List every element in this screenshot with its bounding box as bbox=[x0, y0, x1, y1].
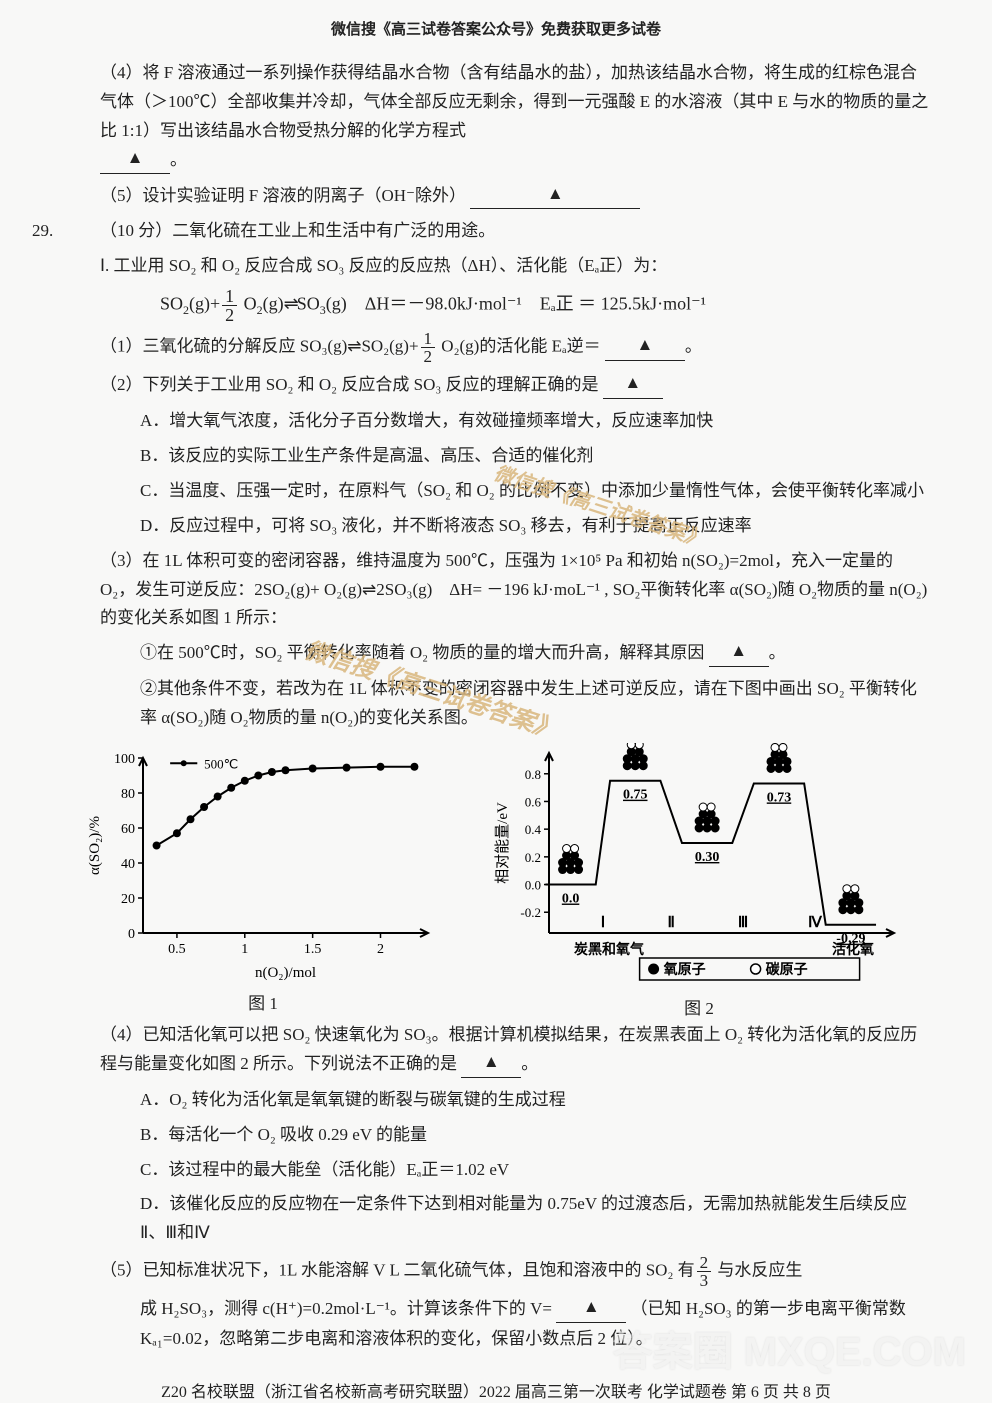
blank-29-3b: ▲ bbox=[709, 637, 769, 667]
q29-5c-text: 成 H₂SO₃，测得 c(H⁺)=0.2mol·L⁻¹。计算该条件下的 V= bbox=[140, 1299, 552, 1318]
svg-text:Ⅲ: Ⅲ bbox=[738, 915, 748, 931]
q28-5-text: （5）设计实验证明 F 溶液的阴离子（OH⁻除外） bbox=[100, 186, 466, 205]
fig1-caption: 图 1 bbox=[83, 989, 443, 1014]
q29-5c: 成 H₂SO₃，测得 c(H⁺)=0.2mol·L⁻¹。计算该条件下的 V= ▲… bbox=[60, 1295, 932, 1354]
q29-intro: 29. （10 分）二氧化硫在工业上和生活中有广泛的用途。 bbox=[60, 217, 932, 246]
q29-4C: C．该过程中的最大能垒（活化能）Eₐ正＝1.02 eV bbox=[60, 1156, 932, 1185]
blank-28-4: ▲ bbox=[100, 144, 170, 174]
q29-3c: ②其他条件不变，若改为在 1L 体积不变的密闭容器中发生上述可逆反应，请在下图中… bbox=[60, 675, 932, 733]
svg-text:Ⅰ: Ⅰ bbox=[601, 915, 605, 931]
svg-text:40: 40 bbox=[121, 857, 135, 872]
svg-text:0.75: 0.75 bbox=[623, 788, 648, 803]
svg-text:0.2: 0.2 bbox=[525, 850, 541, 865]
q29-1a: （1）三氧化硫的分解反应 SO₃(g)⇌SO₂(g)+ bbox=[100, 337, 419, 356]
q29-4: （4）已知活化氧可以把 SO₂ 快速氧化为 SO₃。根据计算机模拟结果，在炭黑表… bbox=[60, 1021, 932, 1080]
figure-2: -0.2 0.0 0.2 0.4 0.6 0.8 相对能量/eV 0.0 0.75 0.30 0.7… bbox=[489, 743, 909, 1019]
svg-text:500℃: 500℃ bbox=[204, 756, 238, 771]
q29-4D: D．该催化反应的反应物在一定条件下达到相对能量为 0.75eV 的过渡态后，无需… bbox=[60, 1190, 932, 1248]
svg-text:1.5: 1.5 bbox=[304, 942, 322, 957]
svg-text:α(SO₂)/%: α(SO₂)/% bbox=[87, 816, 103, 875]
svg-text:0.73: 0.73 bbox=[767, 790, 792, 805]
svg-text:0.8: 0.8 bbox=[525, 767, 541, 782]
blank-28-5: ▲ bbox=[470, 180, 640, 210]
svg-text:0.5: 0.5 bbox=[168, 942, 186, 957]
q28-5: （5）设计实验证明 F 溶液的阴离子（OH⁻除外） ▲ bbox=[60, 182, 932, 212]
dH: ΔH＝－98.0kJ·mol⁻¹ bbox=[365, 294, 522, 314]
svg-text:100: 100 bbox=[114, 752, 135, 767]
svg-text:0.6: 0.6 bbox=[525, 794, 542, 809]
fig1-chart: 0 20 40 60 80 100 0.5 1 1.5 2 n(O₂)/mol α(SO₂)/% 500… bbox=[83, 743, 443, 983]
q29-eq: SO2(g)+12 O2(g)⇌SO3(g) ΔH＝－98.0kJ·mol⁻¹ … bbox=[60, 287, 932, 324]
blank-29-5: ▲ bbox=[556, 1293, 626, 1323]
svg-text:80: 80 bbox=[121, 787, 135, 802]
q29-number: 29. bbox=[32, 217, 53, 246]
q29-2C: C．当温度、压强一定时，在原料气（SO₂ 和 O₂ 的比例不变）中添加少量惰性气… bbox=[60, 477, 932, 506]
q29-1b: O₂(g)的活化能 Eₐ逆＝ bbox=[441, 337, 600, 356]
q29-5b: 与水反应生 bbox=[717, 1261, 802, 1280]
q29-2-text: （2）下列关于工业用 SO₂ 和 O₂ 反应合成 SO₃ 反应的理解正确的是 bbox=[100, 375, 599, 394]
q29-1: （1）三氧化硫的分解反应 SO₃(g)⇌SO₂(g)+12 O₂(g)的活化能 … bbox=[60, 330, 932, 365]
svg-text:炭黑和氧气: 炭黑和氧气 bbox=[574, 941, 644, 958]
svg-text:0.4: 0.4 bbox=[525, 822, 542, 837]
svg-text:0.0: 0.0 bbox=[562, 892, 580, 907]
svg-text:0.0: 0.0 bbox=[525, 878, 541, 893]
page-footer: Z20 名校联盟（浙江省名校新高考研究联盟）2022 届高三第一次联考 化学试题… bbox=[60, 1378, 932, 1402]
q29-I: Ⅰ. 工业用 SO₂ 和 O₂ 反应合成 SO₃ 反应的反应热（ΔH）、活化能（… bbox=[60, 252, 932, 281]
svg-text:0: 0 bbox=[128, 927, 135, 942]
q29-2A: A．增大氧气浓度，活化分子百分数增大，有效碰撞频率增大，反应速率加快 bbox=[60, 407, 932, 436]
blank-29-2: ▲ bbox=[603, 369, 663, 399]
svg-text:0.30: 0.30 bbox=[695, 850, 720, 865]
figure-1: 0 20 40 60 80 100 0.5 1 1.5 2 n(O₂)/mol α(SO₂)/% 500… bbox=[83, 743, 443, 1014]
q29-2B: B．该反应的实际工业生产条件是高温、高压、合适的催化剂 bbox=[60, 442, 932, 471]
svg-text:20: 20 bbox=[121, 892, 135, 907]
q29-4B: B．每活化一个 O₂ 吸收 0.29 eV 的能量 bbox=[60, 1121, 932, 1150]
q29-5a: （5）已知标准状况下，1L 水能溶解 V L 二氧化硫气体，且饱和溶液中的 SO… bbox=[100, 1261, 695, 1280]
q29-4A: A．O₂ 转化为活化氧是氧氧键的断裂与碳氧键的生成过程 bbox=[60, 1086, 932, 1115]
svg-text:60: 60 bbox=[121, 822, 135, 837]
svg-text:-0.2: -0.2 bbox=[520, 905, 541, 920]
q29-2D: D．反应过程中，可将 SO₃ 液化，并不断将液态 SO₃ 移去，有利于提高正反应… bbox=[60, 512, 932, 541]
svg-text:活化氧: 活化氧 bbox=[832, 941, 874, 958]
svg-text:Ⅱ: Ⅱ bbox=[667, 915, 674, 931]
q29-2: （2）下列关于工业用 SO₂ 和 O₂ 反应合成 SO₃ 反应的理解正确的是 ▲ bbox=[60, 371, 932, 401]
svg-text:Ⅳ: Ⅳ bbox=[808, 915, 823, 931]
q28-4-text: （4）将 F 溶液通过一系列操作获得结晶水合物（含有结晶水的盐），加热该结晶水合… bbox=[100, 63, 928, 140]
svg-text:n(O₂)/mol: n(O₂)/mol bbox=[255, 965, 316, 981]
q29-intro-text: （10 分）二氧化硫在工业上和生活中有广泛的用途。 bbox=[100, 221, 495, 240]
top-banner: 微信搜《高三试卷答案公众号》免费获取更多试卷 bbox=[60, 18, 932, 39]
svg-text:2: 2 bbox=[377, 942, 384, 957]
q29-5: （5）已知标准状况下，1L 水能溶解 V L 二氧化硫气体，且饱和溶液中的 SO… bbox=[60, 1254, 932, 1289]
blank-29-4: ▲ bbox=[461, 1048, 521, 1078]
q28-4: （4）将 F 溶液通过一系列操作获得结晶水合物（含有结晶水的盐），加热该结晶水合… bbox=[60, 59, 932, 176]
fig2-chart: -0.2 0.0 0.2 0.4 0.6 0.8 相对能量/eV 0.0 0.75 0.30 0.7… bbox=[489, 743, 909, 988]
figures-row: 0 20 40 60 80 100 0.5 1 1.5 2 n(O₂)/mol α(SO₂)/% 500… bbox=[60, 743, 932, 1019]
blank-29-1: ▲ bbox=[605, 331, 685, 361]
q29-3b-text: ①在 500℃时，SO₂ 平衡转化率随着 O₂ 物质的量的增大而升高，解释其原因 bbox=[140, 643, 704, 662]
q29-3b: ①在 500℃时，SO₂ 平衡转化率随着 O₂ 物质的量的增大而升高，解释其原因… bbox=[60, 639, 932, 669]
svg-text:氧原子: 氧原子 bbox=[663, 961, 706, 978]
svg-text:1: 1 bbox=[241, 942, 248, 957]
svg-text:相对能量/eV: 相对能量/eV bbox=[494, 802, 511, 884]
q29-3: （3）在 1L 体积可变的密闭容器，维持温度为 500℃，压强为 1×10⁵ P… bbox=[60, 547, 932, 634]
svg-text:碳原子: 碳原子 bbox=[766, 961, 808, 978]
Ea: Eₐ正 ＝ 125.5kJ·mol⁻¹ bbox=[540, 294, 706, 314]
fig2-caption: 图 2 bbox=[489, 994, 909, 1019]
